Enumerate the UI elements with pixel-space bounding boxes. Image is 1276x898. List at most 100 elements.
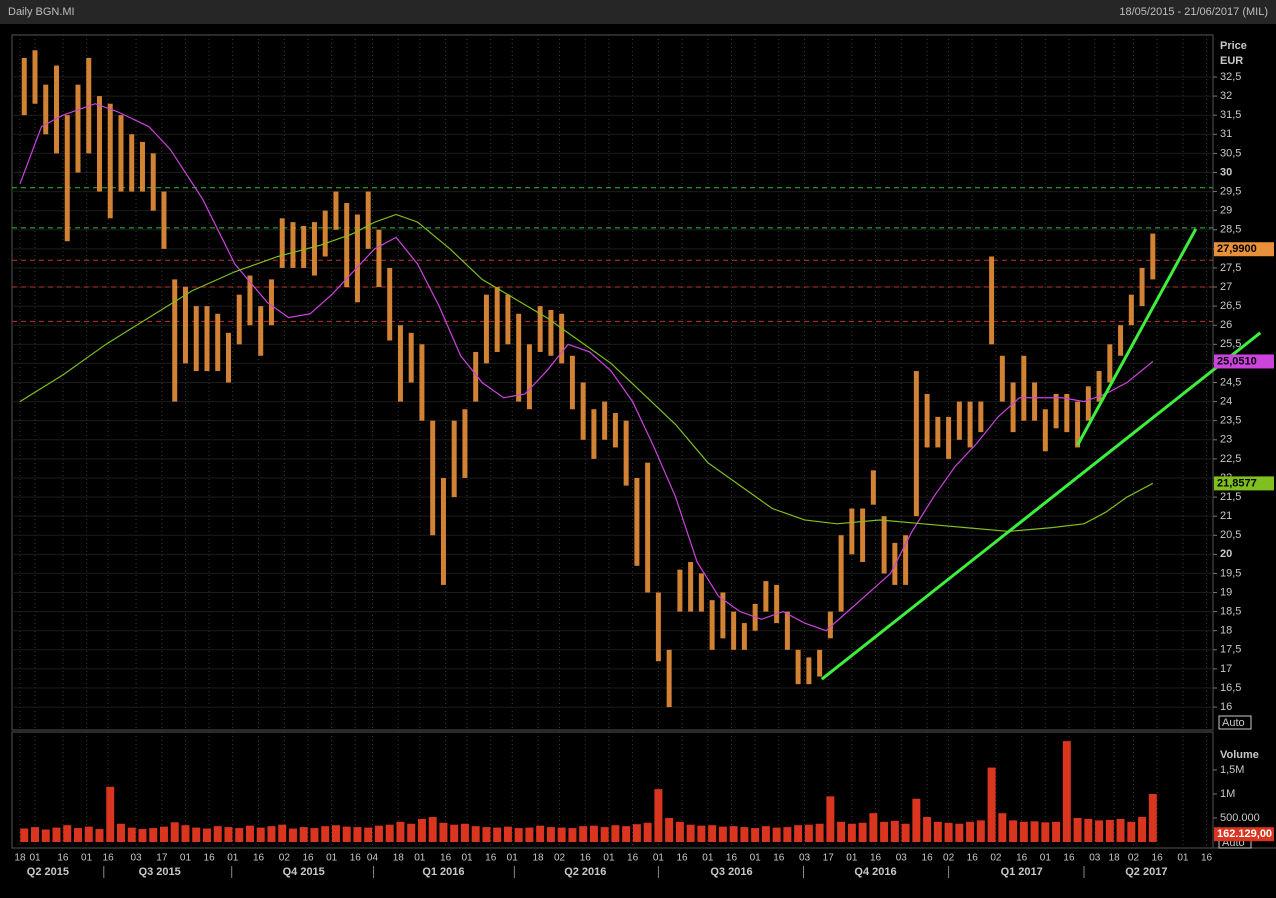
volume-bar — [213, 826, 222, 842]
volume-bar — [106, 786, 115, 842]
moving-average — [19, 213, 1154, 533]
volume-bar — [52, 827, 61, 842]
x-tick-label: 01 — [227, 853, 239, 864]
x-tick-label: 03 — [896, 853, 908, 864]
x-tick-label: 16 — [1063, 853, 1075, 864]
trend-line — [1076, 228, 1198, 446]
y-tick-label: 21 — [1220, 510, 1232, 522]
volume-bar — [761, 826, 770, 842]
quarter-label: Q3 2015 — [139, 866, 181, 878]
volume-bar — [342, 826, 351, 842]
volume-bar — [439, 822, 448, 842]
volume-bar — [299, 827, 308, 842]
price-bar — [623, 420, 629, 486]
x-tick-label: 16 — [676, 853, 688, 864]
volume-bar — [1052, 821, 1061, 842]
volume-bar — [826, 796, 835, 842]
y-tick-label: 29 — [1220, 205, 1232, 217]
price-bar — [741, 623, 747, 650]
volume-bar — [1138, 817, 1147, 842]
price-bar — [827, 611, 833, 639]
volume-bar — [138, 829, 147, 842]
volume-bar — [654, 789, 663, 842]
volume-bar — [546, 827, 555, 842]
volume-bar — [589, 825, 598, 842]
price-bar — [161, 191, 167, 249]
price-bar — [365, 191, 371, 249]
y-tick-label: 27 — [1220, 281, 1232, 293]
x-tick-label: 02 — [990, 853, 1002, 864]
price-bar — [881, 516, 887, 574]
scale-label: Auto — [1222, 717, 1245, 729]
price-bar — [193, 306, 199, 372]
price-bar — [1128, 294, 1134, 326]
volume-bar — [364, 827, 373, 842]
price-bar — [1010, 382, 1016, 433]
volume-bar — [471, 826, 480, 842]
volume-bar — [557, 827, 566, 842]
volume-bar — [116, 823, 125, 842]
quarter-label: Q2 2016 — [564, 866, 606, 878]
volume-bar — [256, 827, 265, 842]
price-bar — [53, 65, 59, 154]
price-bar — [408, 332, 414, 383]
volume-bar — [41, 829, 50, 842]
y-tick-label: 17,5 — [1220, 644, 1241, 656]
price-bar — [913, 371, 919, 517]
volume-bar — [998, 813, 1007, 842]
price-bar — [1064, 393, 1070, 433]
volume-bar — [665, 817, 674, 842]
x-tick-label: 01 — [1040, 853, 1052, 864]
x-tick-label: 01 — [326, 853, 338, 864]
price-bar — [483, 294, 489, 364]
price-bar — [505, 294, 511, 345]
x-tick-label: 01 — [653, 853, 665, 864]
x-tick-label: 01 — [180, 853, 192, 864]
price-bar — [655, 592, 661, 662]
volume-bar — [514, 828, 523, 842]
x-tick-label: 16 — [485, 853, 497, 864]
x-tick-label: 16 — [967, 853, 979, 864]
y-tick-label: 22,5 — [1220, 453, 1241, 465]
x-tick-label: 03 — [1089, 853, 1101, 864]
x-tick-label: 02 — [279, 853, 291, 864]
x-tick-label: 16 — [726, 853, 738, 864]
y-tick-label: 24 — [1220, 395, 1232, 407]
price-bar — [301, 225, 307, 268]
volume-bar — [1062, 741, 1071, 842]
price-bar — [580, 382, 586, 440]
price-bar — [698, 573, 704, 612]
price-bar — [419, 344, 425, 421]
x-tick-label: 16 — [253, 853, 265, 864]
x-tick-label: 01 — [29, 853, 41, 864]
volume-bar — [84, 826, 93, 842]
value-tag-label: 27,9900 — [1217, 243, 1257, 255]
volume-bar — [890, 820, 899, 842]
volume-bar — [901, 823, 910, 842]
x-tick-label: 17 — [156, 853, 168, 864]
volume-bar — [31, 827, 40, 842]
trend-line — [820, 331, 1262, 681]
price-bar — [150, 153, 156, 211]
price-bar — [999, 355, 1005, 402]
quarter-label: Q2 2015 — [27, 866, 69, 878]
volume-bar — [1116, 818, 1125, 842]
price-bar — [526, 344, 532, 410]
y-tick-label: 32,5 — [1220, 71, 1241, 83]
y-tick-label: 23,5 — [1220, 415, 1241, 427]
price-bar — [43, 84, 49, 135]
x-tick-label: 02 — [1128, 853, 1140, 864]
price-bar — [473, 351, 479, 402]
x-tick-label: 16 — [870, 853, 882, 864]
volume-bar — [1127, 821, 1136, 842]
volume-bar — [310, 828, 319, 842]
y-tick-label: 26 — [1220, 319, 1232, 331]
y-tick-label: 18,5 — [1220, 606, 1241, 618]
x-tick-label: 03 — [130, 853, 142, 864]
volume-bar — [1030, 821, 1039, 842]
price-bar — [612, 413, 618, 448]
price-bar — [709, 600, 715, 650]
value-tag — [1214, 354, 1274, 369]
volume-bar — [794, 825, 803, 842]
y-tick-label: 32 — [1220, 90, 1232, 102]
